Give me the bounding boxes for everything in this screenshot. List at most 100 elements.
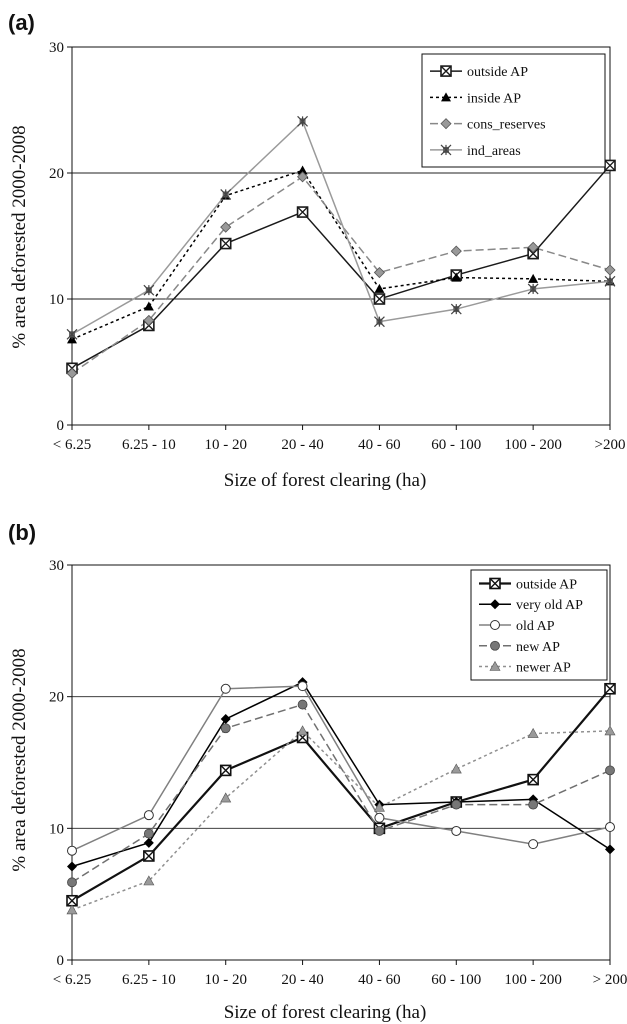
x-tick-label: 40 - 60 xyxy=(358,972,401,988)
legend-label: newer AP xyxy=(516,661,571,676)
marker-new-ap-7 xyxy=(605,765,615,776)
marker-cons-reserves-5 xyxy=(450,245,462,257)
x-tick-label: >200 xyxy=(595,437,626,453)
marker-inside-ap-4 xyxy=(374,283,385,293)
marker-old-ap-2 xyxy=(220,683,231,694)
panel-b: (b) 0 10 20 30 < 6.25 6.25 - 10 10 - 20 20 - 4… xyxy=(8,520,627,1023)
panel-a-legend: outside AP inside AP cons_reserves ind_area… xyxy=(421,53,606,168)
series-line-new-ap xyxy=(71,703,611,883)
marker-outside-ap-4 xyxy=(373,293,386,305)
marker-new-ap-1 xyxy=(143,828,154,839)
marker-legend-very-old-ap-1 xyxy=(490,599,500,610)
marker-newer-ap-1 xyxy=(143,875,155,886)
series-line-outside-ap xyxy=(71,688,611,902)
marker-newer-ap-7 xyxy=(604,725,616,736)
y-tick-label: 10 xyxy=(49,292,64,308)
y-tick-label: 0 xyxy=(57,418,65,434)
x-tick-label: 10 - 20 xyxy=(204,972,247,988)
marker-old-ap-3 xyxy=(297,681,308,692)
marker-newer-ap-4 xyxy=(373,801,385,812)
marker-old-ap-0 xyxy=(67,845,77,856)
x-tick-label: < 6.25 xyxy=(53,972,91,988)
x-tick-label: 10 - 20 xyxy=(204,437,247,453)
panel-a-x-axis-title: Size of forest clearing (ha) xyxy=(224,470,427,491)
legend-label: old AP xyxy=(516,619,555,634)
legend-label: very old AP xyxy=(516,598,583,613)
marker-ind-areas-0 xyxy=(66,328,78,340)
marker-cons-reserves-7 xyxy=(604,264,616,276)
marker-newer-ap-6 xyxy=(527,727,539,738)
panel-a-y-ticks: 0 10 20 30 xyxy=(49,40,72,434)
panel-b-grid xyxy=(72,696,610,829)
legend-label: new AP xyxy=(516,640,560,655)
panel-a: (a) 0 10 20 30 < 6.25 6.25 - 10 10 - 20 20 - 4… xyxy=(8,10,625,491)
marker-outside-ap-7 xyxy=(604,682,616,695)
marker-new-ap-2 xyxy=(220,723,231,734)
marker-old-ap-5 xyxy=(451,825,462,836)
panel-b-y-axis-title: % area deforested 2000-2008 xyxy=(9,648,30,871)
legend-label: cons_reserves xyxy=(467,118,546,133)
panel-b-y-ticks: 0 10 20 30 xyxy=(49,558,72,969)
series-line-ind-areas xyxy=(71,120,611,335)
x-tick-label: 60 - 100 xyxy=(431,437,481,453)
panel-b-x-axis-title: Size of forest clearing (ha) xyxy=(224,1002,427,1023)
panel-b-series xyxy=(66,677,616,915)
marker-ind-areas-1 xyxy=(143,284,155,296)
x-tick-label: 20 - 40 xyxy=(281,437,324,453)
marker-new-ap-5 xyxy=(451,799,462,810)
marker-new-ap-4 xyxy=(374,826,385,836)
marker-cons-reserves-2 xyxy=(220,221,232,233)
marker-new-ap-3 xyxy=(297,699,308,710)
marker-legend-old-ap-2 xyxy=(490,620,500,630)
marker-cons-reserves-1 xyxy=(143,314,155,326)
marker-very-old-ap-2 xyxy=(220,714,231,725)
marker-ind-areas-5 xyxy=(450,303,462,315)
marker-cons-reserves-3 xyxy=(297,171,309,183)
y-tick-label: 30 xyxy=(49,40,64,56)
marker-ind-areas-2 xyxy=(220,188,232,200)
marker-cons-reserves-4 xyxy=(373,266,385,279)
marker-old-ap-4 xyxy=(374,812,385,823)
marker-cons-reserves-6 xyxy=(527,241,539,253)
x-tick-label: 100 - 200 xyxy=(504,437,562,453)
series-line-old-ap xyxy=(71,685,611,852)
x-tick-label: 40 - 60 xyxy=(358,437,401,453)
panel-b-label: (b) xyxy=(8,520,36,545)
marker-outside-ap-1 xyxy=(143,850,155,862)
marker-outside-ap-6 xyxy=(527,773,539,786)
marker-newer-ap-5 xyxy=(450,763,462,774)
marker-old-ap-1 xyxy=(143,810,154,821)
marker-outside-ap-7 xyxy=(604,159,616,172)
x-tick-label: < 6.25 xyxy=(53,437,91,453)
series-line-very-old-ap xyxy=(71,681,611,868)
marker-very-old-ap-1 xyxy=(143,837,154,848)
panel-a-x-ticks: < 6.25 6.25 - 10 10 - 20 20 - 40 40 - 60 60 -… xyxy=(53,425,626,453)
marker-old-ap-7 xyxy=(605,822,615,833)
legend-box xyxy=(421,53,606,168)
y-tick-label: 0 xyxy=(57,953,65,969)
x-tick-label: 100 - 200 xyxy=(504,972,562,988)
panel-a-series xyxy=(66,115,616,379)
legend-label: outside AP xyxy=(467,65,528,80)
x-tick-label: 6.25 - 10 xyxy=(122,972,176,988)
marker-legend-newer-ap-4 xyxy=(489,660,501,671)
marker-legend-outside-ap-0 xyxy=(440,65,452,77)
legend-label: outside AP xyxy=(516,577,577,592)
marker-very-old-ap-0 xyxy=(67,861,77,872)
marker-ind-areas-6 xyxy=(527,283,539,295)
x-tick-label: > 200 xyxy=(593,972,627,988)
marker-cons-reserves-0 xyxy=(66,367,78,379)
marker-outside-ap-2 xyxy=(219,764,232,777)
marker-legend-outside-ap-0 xyxy=(489,577,501,590)
legend-label: ind_areas xyxy=(467,144,521,159)
series-line-cons-reserves xyxy=(71,176,611,374)
marker-newer-ap-3 xyxy=(297,725,309,736)
panel-a-y-axis-title: % area deforested 2000-2008 xyxy=(9,125,30,348)
marker-outside-ap-3 xyxy=(296,206,309,218)
marker-inside-ap-5 xyxy=(451,272,462,282)
marker-old-ap-6 xyxy=(528,839,539,850)
y-tick-label: 10 xyxy=(49,821,64,837)
marker-ind-areas-4 xyxy=(374,316,385,328)
